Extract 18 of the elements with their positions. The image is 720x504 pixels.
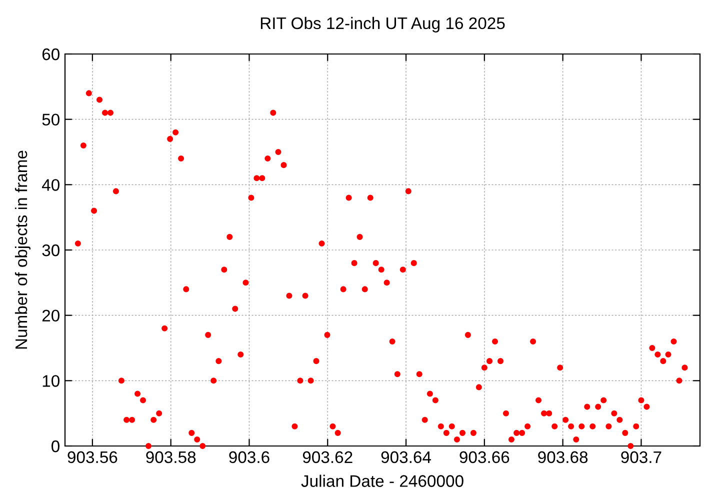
y-tick-label: 10 — [42, 375, 60, 387]
y-tick-label: 30 — [42, 244, 60, 256]
y-tick-label: 20 — [42, 310, 60, 322]
y-axis-title: Number of objects in frame — [14, 150, 30, 349]
x-tick-label: 903.66 — [460, 451, 510, 464]
x-tick-label: 903.68 — [538, 451, 588, 464]
y-tick-label: 40 — [42, 179, 60, 191]
y-tick-label: 0 — [52, 440, 60, 452]
x-tick-label: 903.7 — [621, 451, 662, 464]
x-tick-label: 903.62 — [302, 451, 352, 464]
y-tick-label: 60 — [42, 48, 60, 60]
x-tick-label: 903.58 — [146, 451, 196, 464]
x-axis-title: Julian Date - 2460000 — [301, 474, 464, 487]
x-tick-label: 903.56 — [68, 451, 118, 464]
y-tick-label: 50 — [42, 114, 60, 126]
chart-title: RIT Obs 12-inch UT Aug 16 2025 — [260, 16, 505, 32]
x-tick-label: 903.6 — [229, 451, 270, 464]
x-tick-label: 903.64 — [381, 451, 432, 464]
